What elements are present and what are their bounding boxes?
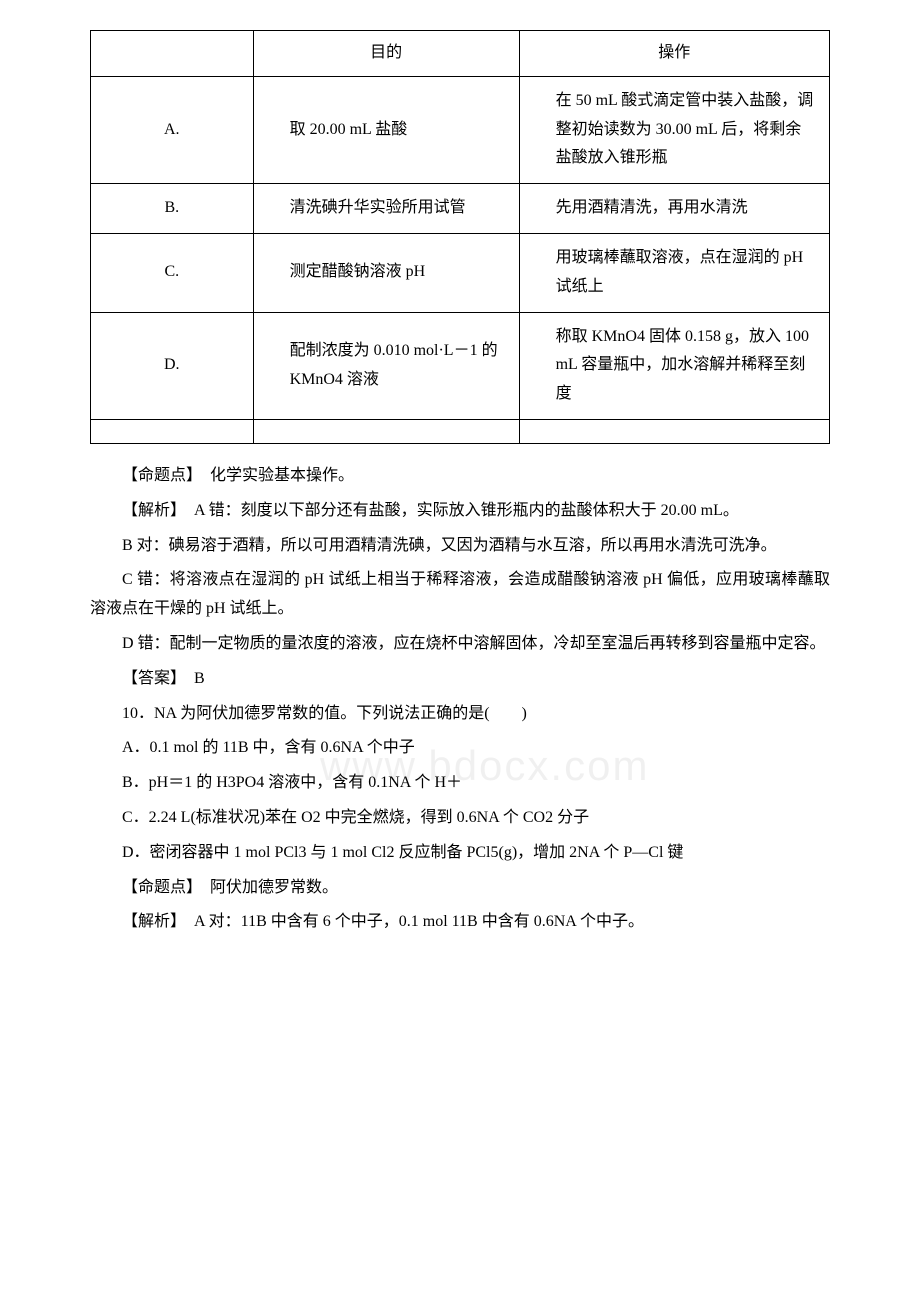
empty-cell — [253, 419, 519, 443]
row-label: B. — [91, 184, 254, 234]
row-label: C. — [91, 233, 254, 312]
table-header-row: 目的 操作 — [91, 31, 830, 77]
header-col1 — [91, 31, 254, 77]
paragraph-analysis-a: 【解析】 A 错：刻度以下部分还有盐酸，实际放入锥形瓶内的盐酸体积大于 20.0… — [90, 497, 830, 526]
paragraph-analysis-d: D 错：配制一定物质的量浓度的溶液，应在烧杯中溶解固体，冷却至室温后再转移到容量… — [90, 630, 830, 659]
paragraph-topic: 【命题点】 化学实验基本操作。 — [90, 462, 830, 491]
row-purpose: 取 20.00 mL 盐酸 — [253, 76, 519, 183]
table-row: A. 取 20.00 mL 盐酸 在 50 mL 酸式滴定管中装入盐酸，调整初始… — [91, 76, 830, 183]
table-empty-row — [91, 419, 830, 443]
paragraph-q10-d: D．密闭容器中 1 mol PCl3 与 1 mol Cl2 反应制备 PCl5… — [90, 839, 830, 868]
paragraph-q10-c: C．2.24 L(标准状况)苯在 O2 中完全燃烧，得到 0.6NA 个 CO2… — [90, 804, 830, 833]
header-col2: 目的 — [253, 31, 519, 77]
row-operation: 在 50 mL 酸式滴定管中装入盐酸，调整初始读数为 30.00 mL 后，将剩… — [519, 76, 829, 183]
paragraph-q10-analysis: 【解析】 A 对：11B 中含有 6 个中子，0.1 mol 11B 中含有 0… — [90, 908, 830, 937]
paragraph-analysis-b: B 对：碘易溶于酒精，所以可用酒精清洗碘，又因为酒精与水互溶，所以再用水清洗可洗… — [90, 532, 830, 561]
paragraph-analysis-c: C 错：将溶液点在湿润的 pH 试纸上相当于稀释溶液，会造成醋酸钠溶液 pH 偏… — [90, 566, 830, 624]
row-operation: 先用酒精清洗，再用水清洗 — [519, 184, 829, 234]
row-purpose: 测定醋酸钠溶液 pH — [253, 233, 519, 312]
paragraph-q10-b: B．pH＝1 的 H3PO4 溶液中，含有 0.1NA 个 H＋ — [90, 769, 830, 798]
row-purpose: 配制浓度为 0.010 mol·L－1 的 KMnO4 溶液 — [253, 312, 519, 419]
paragraph-q10-a: A．0.1 mol 的 11B 中，含有 0.6NA 个中子 — [90, 734, 830, 763]
table-row: D. 配制浓度为 0.010 mol·L－1 的 KMnO4 溶液 称取 KMn… — [91, 312, 830, 419]
row-label: A. — [91, 76, 254, 183]
empty-cell — [519, 419, 829, 443]
row-label: D. — [91, 312, 254, 419]
table-row: B. 清洗碘升华实验所用试管 先用酒精清洗，再用水清洗 — [91, 184, 830, 234]
experiment-table: 目的 操作 A. 取 20.00 mL 盐酸 在 50 mL 酸式滴定管中装入盐… — [90, 30, 830, 444]
row-purpose: 清洗碘升华实验所用试管 — [253, 184, 519, 234]
header-col3: 操作 — [519, 31, 829, 77]
row-operation: 用玻璃棒蘸取溶液，点在湿润的 pH 试纸上 — [519, 233, 829, 312]
row-operation: 称取 KMnO4 固体 0.158 g，放入 100 mL 容量瓶中，加水溶解并… — [519, 312, 829, 419]
empty-cell — [91, 419, 254, 443]
table-row: C. 测定醋酸钠溶液 pH 用玻璃棒蘸取溶液，点在湿润的 pH 试纸上 — [91, 233, 830, 312]
paragraph-answer: 【答案】 B — [90, 665, 830, 694]
paragraph-q10: 10．NA 为阿伏加德罗常数的值。下列说法正确的是( ) — [90, 700, 830, 729]
paragraph-q10-topic: 【命题点】 阿伏加德罗常数。 — [90, 874, 830, 903]
